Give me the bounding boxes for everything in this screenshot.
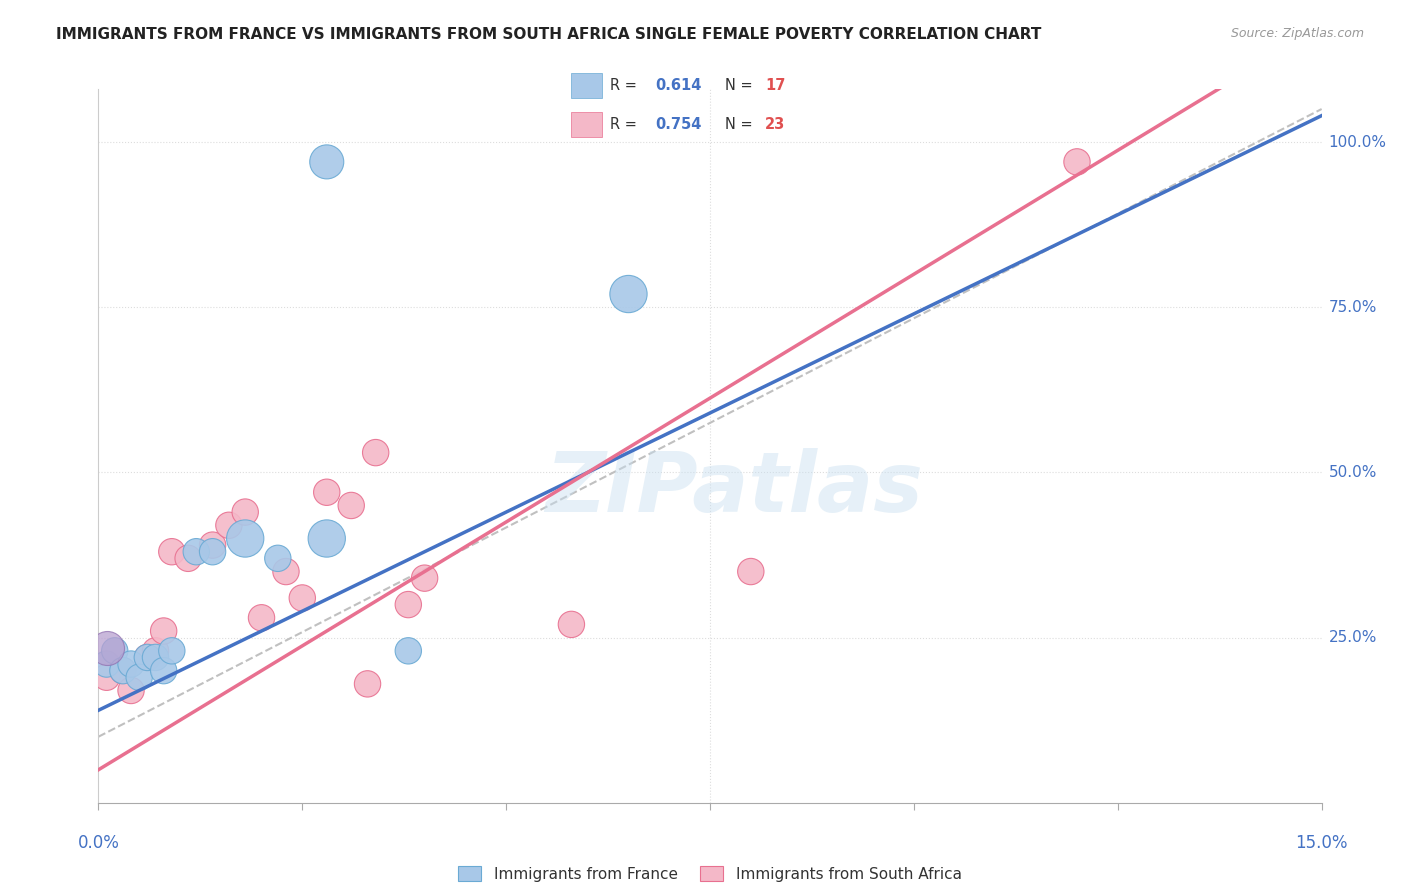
Point — [1066, 154, 1088, 169]
Point — [177, 551, 200, 566]
Point — [396, 644, 419, 658]
Point — [145, 650, 167, 665]
Text: N =: N = — [725, 117, 758, 132]
Point — [96, 657, 118, 671]
Text: IMMIGRANTS FROM FRANCE VS IMMIGRANTS FROM SOUTH AFRICA SINGLE FEMALE POVERTY COR: IMMIGRANTS FROM FRANCE VS IMMIGRANTS FRO… — [56, 27, 1042, 42]
Point — [120, 683, 142, 698]
Point — [364, 445, 387, 459]
Point — [560, 617, 582, 632]
Text: Source: ZipAtlas.com: Source: ZipAtlas.com — [1230, 27, 1364, 40]
Point — [201, 538, 224, 552]
Point — [104, 644, 127, 658]
Text: 15.0%: 15.0% — [1295, 834, 1348, 852]
FancyBboxPatch shape — [571, 112, 602, 137]
Point — [617, 287, 640, 301]
Point — [413, 571, 436, 585]
Legend: Immigrants from France, Immigrants from South Africa: Immigrants from France, Immigrants from … — [453, 860, 967, 888]
Text: 0.754: 0.754 — [655, 117, 702, 132]
Text: 0.614: 0.614 — [655, 78, 702, 93]
Text: 100.0%: 100.0% — [1329, 135, 1386, 150]
Point — [201, 545, 224, 559]
Point — [274, 565, 297, 579]
Point — [315, 532, 337, 546]
Text: ZIPatlas: ZIPatlas — [546, 449, 924, 529]
Point — [111, 664, 134, 678]
Point — [740, 565, 762, 579]
Text: 50.0%: 50.0% — [1329, 465, 1376, 480]
Point — [340, 499, 363, 513]
Text: N =: N = — [725, 78, 758, 93]
Text: R =: R = — [610, 117, 641, 132]
Point — [233, 505, 256, 519]
Text: 17: 17 — [765, 78, 785, 93]
FancyBboxPatch shape — [571, 72, 602, 98]
Point — [152, 624, 174, 638]
Point — [315, 154, 337, 169]
Text: 23: 23 — [765, 117, 785, 132]
Point — [160, 545, 183, 559]
Point — [291, 591, 314, 605]
Point — [96, 670, 118, 684]
Point — [111, 664, 134, 678]
Point — [120, 657, 142, 671]
Point — [160, 644, 183, 658]
Point — [152, 664, 174, 678]
Text: 75.0%: 75.0% — [1329, 300, 1376, 315]
Point — [267, 551, 290, 566]
Point — [136, 650, 159, 665]
Text: R =: R = — [610, 78, 641, 93]
Point — [186, 545, 208, 559]
Point — [145, 644, 167, 658]
Text: 0.0%: 0.0% — [77, 834, 120, 852]
Point — [96, 640, 118, 655]
Text: 25.0%: 25.0% — [1329, 630, 1376, 645]
Point — [315, 485, 337, 500]
Point — [396, 598, 419, 612]
Point — [218, 518, 240, 533]
Point — [233, 532, 256, 546]
Point — [136, 650, 159, 665]
Point — [128, 670, 150, 684]
Point — [250, 611, 273, 625]
Point — [356, 677, 378, 691]
